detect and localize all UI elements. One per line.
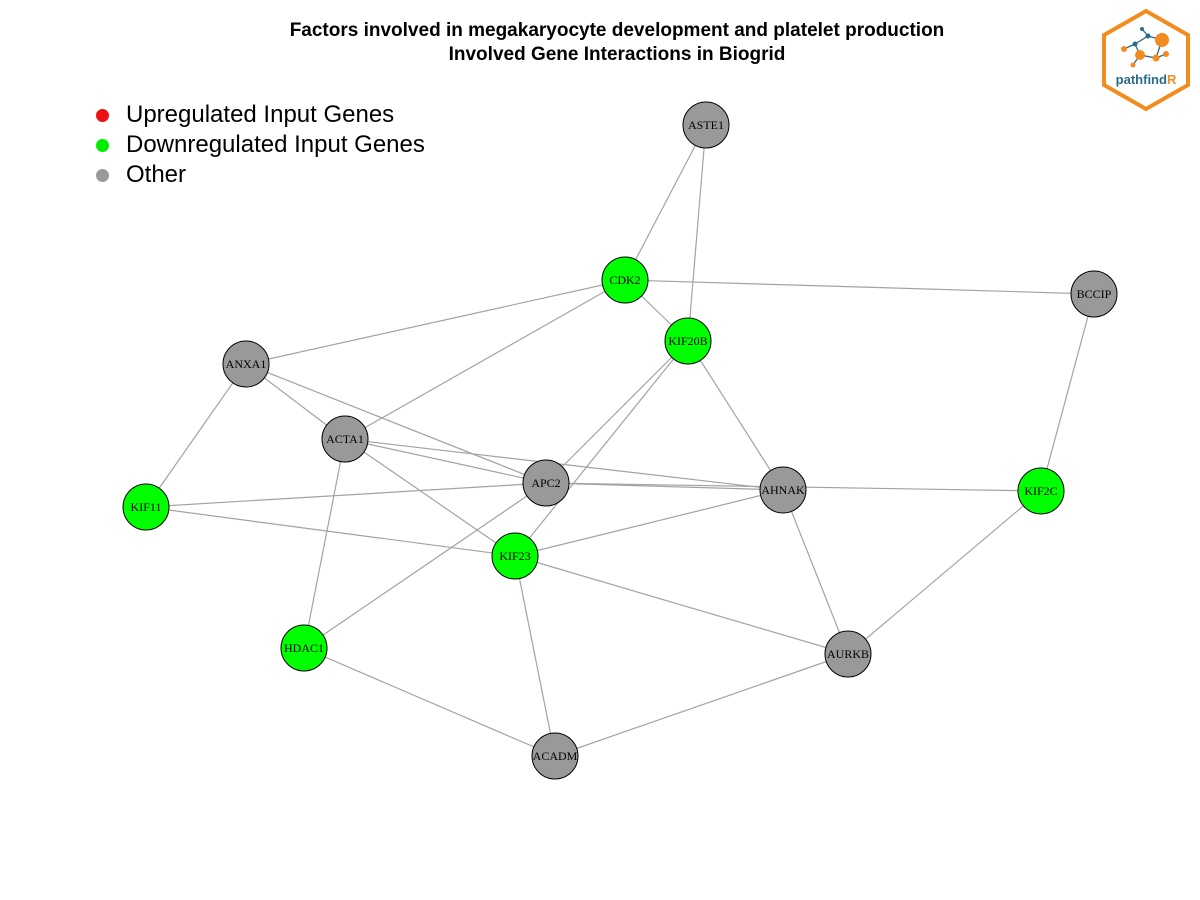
legend-swatch-other (96, 168, 109, 182)
edge-anxa1-apc2 (245, 363, 547, 484)
node-label-kif11: KIF11 (131, 500, 162, 514)
node-label-kif2c: KIF2C (1024, 484, 1057, 498)
node-circle-anxa1 (222, 340, 270, 388)
edge-kif23-acadm (514, 555, 556, 757)
node-ahnak: AHNAK (759, 466, 807, 514)
edge-kif20b-apc2 (545, 340, 689, 484)
node-anxa1: ANXA1 (222, 340, 270, 388)
edge-anxa1-kif11 (145, 363, 247, 508)
legend-label-other: Other (126, 161, 187, 188)
legend-item-downregulated: Downregulated Input Genes (96, 130, 425, 160)
edge-hdac1-acadm (303, 647, 556, 757)
chart-title: Factors involved in megakaryocyte develo… (0, 19, 1200, 67)
pathfindr-logo: pathfindR (1102, 8, 1190, 112)
node-circle-acadm (531, 732, 579, 780)
legend-swatch-upregulated (96, 108, 109, 122)
node-circle-kif20b (664, 317, 712, 365)
node-circle-acta1 (321, 415, 369, 463)
node-label-aste1: ASTE1 (688, 118, 724, 132)
edge-cdk2-anxa1 (245, 279, 626, 365)
edge-kif20b-kif23 (514, 340, 689, 557)
node-kif11: KIF11 (122, 483, 170, 531)
edge-aste1-cdk2 (624, 124, 707, 281)
legend-label-downregulated: Downregulated Input Genes (126, 131, 425, 158)
svg-text:pathfindR: pathfindR (1116, 72, 1177, 87)
node-label-kif20b: KIF20B (668, 334, 707, 348)
node-label-apc2: APC2 (531, 476, 560, 490)
edge-ahnak-aurkb (782, 489, 849, 655)
node-kif2c: KIF2C (1017, 467, 1065, 515)
node-hdac1: HDAC1 (280, 624, 328, 672)
node-circle-bccip (1070, 270, 1118, 318)
node-circle-kif11 (122, 483, 170, 531)
node-label-acta1: ACTA1 (326, 432, 364, 446)
node-label-kif23: KIF23 (499, 549, 530, 563)
edge-bccip-kif2c (1040, 293, 1095, 492)
node-apc2: APC2 (522, 459, 570, 507)
edge-layer (145, 124, 1095, 757)
node-circle-apc2 (522, 459, 570, 507)
node-bccip: BCCIP (1070, 270, 1118, 318)
title-line-2: Involved Gene Interactions in Biogrid (448, 44, 786, 65)
edge-apc2-kif11 (145, 482, 547, 508)
node-aurkb: AURKB (824, 630, 872, 678)
edge-acta1-apc2 (344, 438, 547, 484)
node-label-cdk2: CDK2 (609, 273, 640, 287)
node-label-anxa1: ANXA1 (226, 357, 267, 371)
node-kif20b: KIF20B (664, 317, 712, 365)
node-circle-ahnak (759, 466, 807, 514)
edge-apc2-hdac1 (303, 482, 547, 649)
legend-label-upregulated: Upregulated Input Genes (126, 101, 395, 128)
legend-swatch-downregulated (96, 138, 109, 152)
edge-aurkb-acadm (554, 653, 849, 757)
edge-acta1-ahnak (344, 438, 784, 491)
node-label-acadm: ACADM (533, 749, 578, 763)
node-aste1: ASTE1 (682, 101, 730, 149)
edge-kif2c-aurkb (847, 490, 1042, 655)
node-circle-aurkb (824, 630, 872, 678)
edge-acta1-kif23 (344, 438, 516, 557)
edge-ahnak-kif23 (514, 489, 784, 557)
node-kif23: KIF23 (491, 532, 539, 580)
node-circle-kif2c (1017, 467, 1065, 515)
legend: Upregulated Input Genes Downregulated In… (96, 100, 425, 190)
edge-cdk2-acta1 (344, 279, 626, 440)
node-acadm: ACADM (531, 732, 579, 780)
node-circle-hdac1 (280, 624, 328, 672)
edge-cdk2-bccip (624, 279, 1095, 295)
node-label-aurkb: AURKB (827, 647, 869, 661)
title-line-1: Factors involved in megakaryocyte develo… (289, 20, 945, 41)
node-layer: ASTE1 CDK2 BCCIP KIF20B ANXA1 ACTA1 APC2 AHNAK K… (122, 101, 1118, 780)
node-cdk2: CDK2 (601, 256, 649, 304)
edge-aste1-kif20b (687, 124, 707, 342)
legend-item-upregulated: Upregulated Input Genes (96, 100, 425, 130)
legend-item-other: Other (96, 160, 425, 190)
node-label-hdac1: HDAC1 (284, 641, 324, 655)
edge-kif11-kif23 (145, 506, 516, 557)
node-circle-kif23 (491, 532, 539, 580)
node-label-ahnak: AHNAK (761, 483, 805, 497)
node-circle-aste1 (682, 101, 730, 149)
edge-acta1-hdac1 (303, 438, 346, 649)
edge-kif20b-ahnak (687, 340, 784, 491)
node-circle-cdk2 (601, 256, 649, 304)
edge-kif23-aurkb (514, 555, 849, 655)
node-label-bccip: BCCIP (1077, 287, 1112, 301)
node-acta1: ACTA1 (321, 415, 369, 463)
